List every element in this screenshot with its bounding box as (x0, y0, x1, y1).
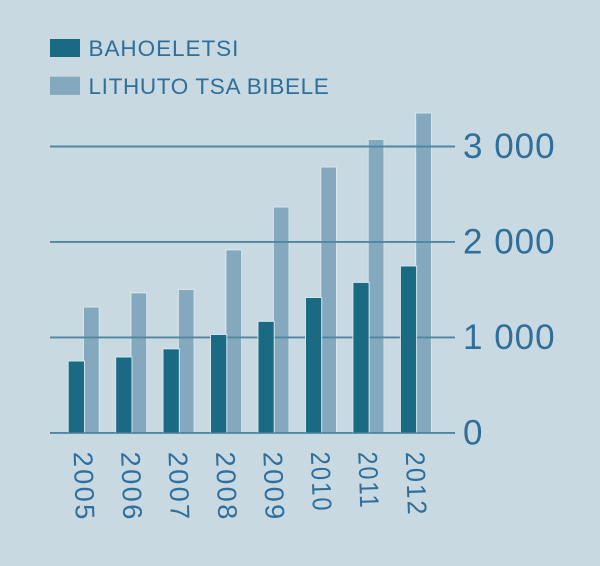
svg-text:2008: 2008 (210, 451, 242, 522)
svg-text:2010: 2010 (305, 451, 337, 513)
svg-text:2006: 2006 (115, 451, 147, 522)
svg-text:BAHOELETSI: BAHOELETSI (89, 36, 240, 61)
svg-text:2007: 2007 (163, 451, 195, 522)
svg-text:1 000: 1 000 (463, 318, 556, 357)
svg-text:2011: 2011 (352, 451, 384, 510)
svg-text:2009: 2009 (257, 451, 289, 522)
svg-text:2 000: 2 000 (463, 222, 556, 261)
svg-text:2005: 2005 (68, 451, 100, 522)
svg-text:0: 0 (463, 413, 483, 452)
svg-text:LITHUTO TSA BIBELE: LITHUTO TSA BIBELE (89, 74, 330, 99)
svg-text:2012: 2012 (400, 451, 432, 517)
svg-text:3 000: 3 000 (463, 127, 556, 166)
